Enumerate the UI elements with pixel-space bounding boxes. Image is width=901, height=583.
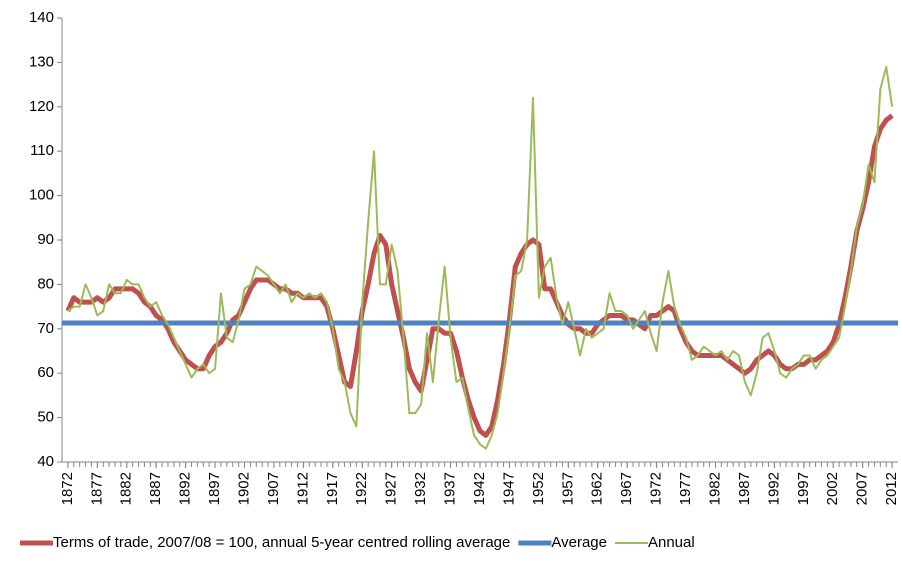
y-tick-label: 140 (29, 9, 54, 26)
x-tick-label: 1897 (206, 472, 223, 505)
y-tick-label: 100 (29, 187, 54, 204)
x-tick-label: 2002 (824, 472, 841, 505)
x-tick-label: 1992 (765, 472, 782, 505)
x-tick-label: 1892 (177, 472, 194, 505)
plot-area: 40 50 60 70 80 90 100 110 120 130 140 1872 1877 1882 1… (29, 9, 900, 505)
x-tick-label: 1922 (353, 472, 370, 505)
series-line (67, 65, 894, 450)
x-tick-label: 1982 (706, 472, 723, 505)
x-tick-label: 1942 (471, 472, 488, 505)
x-tick-label: 1937 (442, 472, 459, 505)
x-tick-label: 1987 (736, 472, 753, 505)
x-tick-label: 1977 (677, 472, 694, 505)
x-tick-label: 1917 (324, 472, 341, 505)
x-tick-label: 1887 (147, 472, 164, 505)
y-tick-label: 60 (37, 364, 54, 381)
x-tick-label: 1957 (559, 472, 576, 505)
legend: Terms of trade, 2007/08 = 100, annual 5-… (20, 534, 695, 551)
y-tick-label: 120 (29, 98, 54, 115)
x-tick-label: 1902 (235, 472, 252, 505)
x-tick-label: 1932 (412, 472, 429, 505)
y-tick-label: 40 (37, 453, 54, 470)
y-tick-label: 50 (37, 409, 54, 426)
x-tick-label: 1912 (294, 472, 311, 505)
x-tick-label: 2007 (854, 472, 871, 505)
x-tick-label: 1872 (59, 472, 76, 505)
x-tick-label: 1972 (648, 472, 665, 505)
x-tick-label: 1877 (88, 472, 105, 505)
x-tick-label: 1927 (383, 472, 400, 505)
legend-label: Terms of trade, 2007/08 = 100, annual 5-… (53, 534, 510, 551)
x-tick-label: 1962 (589, 472, 606, 505)
x-tick-label: 1882 (118, 472, 135, 505)
y-tick-label: 90 (37, 231, 54, 248)
y-tick-label: 70 (37, 320, 54, 337)
x-tick-label: 1967 (618, 472, 635, 505)
x-tick-label: 1907 (265, 472, 282, 505)
x-tick-label: 2012 (883, 472, 900, 505)
legend-label: Annual (648, 534, 695, 551)
series-line (65, 113, 894, 438)
y-tick-label: 80 (37, 275, 54, 292)
legend-label: Average (551, 534, 607, 551)
x-tick-label: 1997 (795, 472, 812, 505)
x-tick-label: 1947 (500, 472, 517, 505)
y-tick-label: 130 (29, 53, 54, 70)
x-tick-label: 1952 (530, 472, 547, 505)
y-tick-label: 110 (30, 142, 54, 159)
